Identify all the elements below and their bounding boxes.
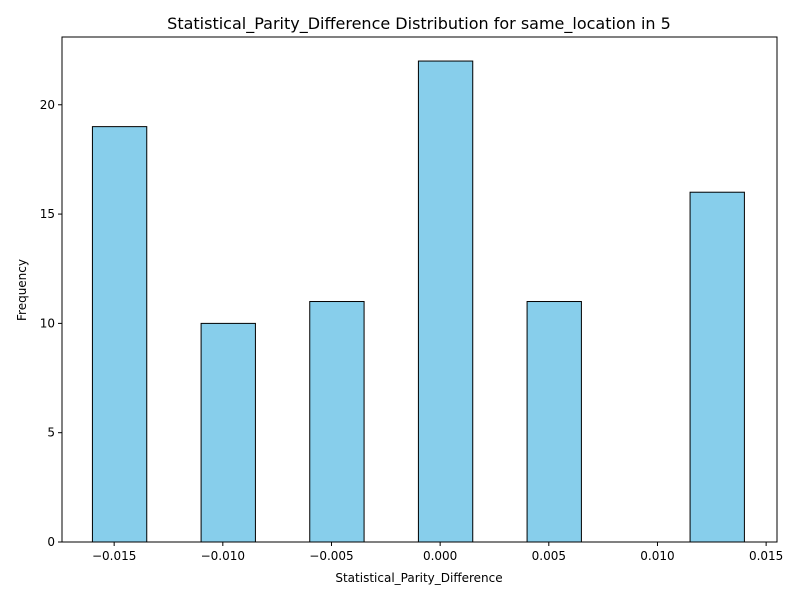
x-tick-label-0: −0.015 <box>92 549 136 563</box>
histogram-bar-0 <box>91 126 148 543</box>
histogram-bar-1 <box>200 322 256 543</box>
histogram-bar-4 <box>526 301 582 543</box>
x-tick-label-2: −0.005 <box>309 549 353 563</box>
x-tick-label-1: −0.010 <box>201 549 245 563</box>
x-tick-label-4: 0.005 <box>532 549 566 563</box>
x-tick-label-5: 0.010 <box>640 549 674 563</box>
x-tick-label-3: 0.000 <box>423 549 457 563</box>
y-tick-label-0: 0 <box>47 535 55 549</box>
x-tick-label-6: 0.015 <box>749 549 783 563</box>
y-tick-label-3: 15 <box>40 207 55 221</box>
histogram-bar-2 <box>309 301 365 543</box>
bars-group <box>91 60 745 543</box>
x-axis-label: Statistical_Parity_Difference <box>335 571 502 585</box>
histogram-bar-3 <box>417 60 474 543</box>
y-axis-label: Frequency <box>15 259 29 321</box>
histogram-bar-5 <box>689 191 745 543</box>
y-tick-label-1: 5 <box>47 426 55 440</box>
chart-title: Statistical_Parity_Difference Distributi… <box>167 14 671 34</box>
y-tick-label-2: 10 <box>40 316 55 330</box>
y-tick-label-4: 20 <box>40 98 55 112</box>
x-axis-ticks: −0.015 −0.010 −0.005 0.000 0.005 0.010 0.015 <box>92 542 783 563</box>
y-axis-ticks: 0 5 10 15 20 <box>40 98 62 549</box>
plot-area-frame <box>61 36 778 543</box>
